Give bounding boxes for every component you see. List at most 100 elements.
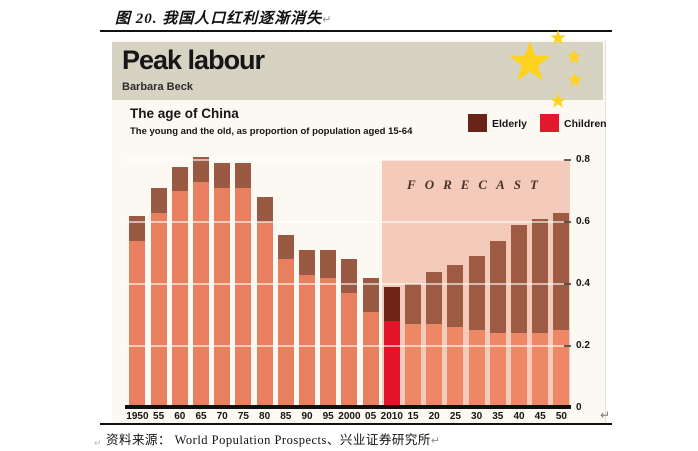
big-star-icon [509,41,551,81]
legend-label-elderly: Elderly [492,118,528,130]
children-segment-30 [468,330,485,408]
children-segment-35 [489,333,506,408]
article-title: Peak labour [122,45,265,75]
elderly-segment-95 [320,249,337,278]
legend-label-children: Children [564,118,607,130]
return-mark-icon: ↵ [430,435,441,447]
chart-title: The age of China [130,106,239,121]
elderly-segment-25 [447,265,464,328]
top-divider [100,30,612,32]
return-mark-icon: ↵ [600,408,611,422]
y-tick-0.6 [564,221,571,224]
x-tick-label-70: 70 [216,411,228,422]
gridline-0.4 [126,282,570,285]
elderly-segment-15 [405,283,421,325]
source-text: 资料来源： World Population Prospects、兴业证券研究所 [106,433,431,447]
x-tick-label-85: 85 [280,411,292,422]
legend-swatch-elderly [468,114,487,132]
y-tick-0 [564,406,571,409]
y-tick-0.2 [564,344,571,347]
x-tick-label-1950: 1950 [126,411,149,422]
children-segment-45 [532,333,549,408]
paragraph-mark-icon: ↵ [94,438,102,448]
y-tick-label-0.8: 0.8 [576,154,590,166]
elderly-segment-70 [214,163,231,189]
chart-subtitle: The young and the old, as proportion of … [130,126,413,137]
x-tick-label-80: 80 [259,411,271,422]
children-segment-2000 [341,293,358,408]
children-segment-20 [426,324,443,408]
gridline-0.2 [126,344,570,347]
elderly-segment-40 [511,225,527,334]
y-tick-0.4 [564,282,571,285]
x-tick-label-90: 90 [301,411,313,422]
children-segment-55 [150,212,167,408]
x-tick-label-2000: 2000 [338,411,361,422]
small-star-icon [550,92,566,108]
children-segment-1950 [129,240,146,408]
figure-caption: 图 20. 我国人口红利逐渐消失↵ [115,7,332,28]
elderly-segment-75 [235,163,252,189]
children-segment-60 [171,191,188,408]
small-star-icon [550,29,566,45]
x-tick-label-65: 65 [195,411,207,422]
x-tick-label-75: 75 [237,411,249,422]
elderly-segment-2010 [383,287,400,321]
children-segment-90 [299,274,315,408]
x-tick-label-50: 50 [555,411,567,422]
small-star-icon [566,48,582,64]
elderly-segment-05 [362,277,379,312]
elderly-segment-45 [532,219,549,334]
elderly-segment-35 [489,240,506,334]
elderly-segment-60 [171,166,188,192]
children-segment-05 [362,311,379,408]
children-segment-40 [511,333,527,408]
children-segment-65 [193,181,209,408]
x-tick-label-20: 20 [428,411,440,422]
x-tick-label-2010: 2010 [380,411,403,422]
elderly-segment-80 [256,197,273,223]
elderly-segment-1950 [129,215,146,241]
forecast-label: FORECAST [407,177,547,192]
children-segment-95 [320,277,337,408]
bottom-divider [100,423,612,425]
y-tick-label-0.6: 0.6 [576,216,590,228]
figure-caption-text: 图 20. 我国人口红利逐渐消失 [115,11,323,27]
y-tick-label-0: 0 [576,401,582,413]
x-tick-label-25: 25 [449,411,461,422]
elderly-segment-50 [553,212,570,331]
return-mark-icon: ↵ [322,14,333,26]
x-tick-label-55: 55 [153,411,165,422]
plot-area: FORECAST 1950 55 60 65 70 75 80 85 90 95 2000 05 201… [112,40,606,423]
children-segment-75 [235,188,252,408]
article-author: Barbara Beck [122,81,193,93]
elderly-segment-55 [150,188,167,213]
y-tick-label-0.4: 0.4 [576,277,590,289]
x-tick-label-95: 95 [322,411,334,422]
x-tick-label-15: 15 [407,411,419,422]
x-tick-label-45: 45 [534,411,546,422]
children-segment-70 [214,188,231,408]
elderly-segment-90 [299,249,315,275]
x-tick-label-30: 30 [471,411,483,422]
children-segment-25 [447,327,464,408]
gridline-0.8 [126,159,570,162]
children-segment-50 [553,330,570,408]
children-segment-80 [256,222,273,408]
y-tick-0.8 [564,159,571,162]
elderly-segment-20 [426,271,443,324]
children-segment-15 [405,324,421,408]
economist-chart-image: Peak labour Barbara Beck The age of Chin… [112,29,607,423]
gridline-0.6 [126,221,570,224]
x-tick-label-60: 60 [174,411,186,422]
x-tick-label-35: 35 [492,411,504,422]
elderly-segment-85 [277,234,294,260]
small-star-icon [567,71,583,87]
legend-swatch-children [540,114,559,132]
y-tick-label-0.2: 0.2 [576,339,590,351]
x-tick-label-05: 05 [365,411,377,422]
source-line: 资料来源： World Population Prospects、兴业证券研究所… [106,429,441,448]
children-segment-2010 [383,321,400,408]
x-tick-label-40: 40 [513,411,525,422]
